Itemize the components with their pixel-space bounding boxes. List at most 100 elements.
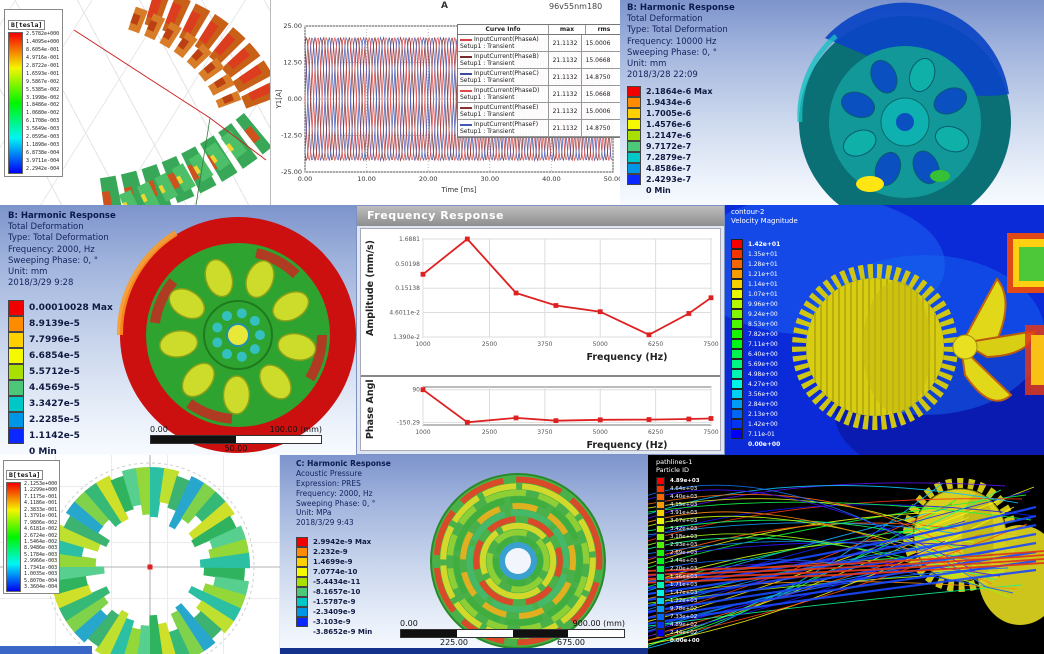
legend-row: -2.3409e-9 [296,607,372,617]
legend-swatch [296,537,308,547]
legend-swatch [731,289,743,299]
legend-label: -2.3409e-9 [313,608,356,616]
panel-transient-currents[interactable]: A 96v55nm180 25.00 12.50 0.00 -12.50 -25.00 0… [270,0,621,205]
legend-row: 7.0774e-10 [296,567,372,577]
legend-row: 9.7172e-7 [627,141,713,152]
legend-row: -3.103e-9 [296,617,372,627]
legend-label: 4.64e+03 [670,486,698,492]
legend-swatch [731,409,743,419]
svg-text:0.50198: 0.50198 [395,261,420,268]
legend-row: 4.89e+03 [656,477,700,485]
field-legend-value: 2.6724e-002 [24,532,58,539]
legend-swatch [296,587,308,597]
header-line: Frequency: 2000, Hz [8,244,95,255]
legend-swatch [656,541,665,549]
field-legend-value: 2.9966e-003 [24,558,58,565]
legend-swatch [656,613,665,621]
contour-title: contour-2 Velocity Magnitude [731,208,798,226]
field-legend-value: 5.8070e-004 [24,577,58,584]
svg-text:3750: 3750 [537,341,552,348]
legend-label: 3.91e+03 [670,510,698,516]
header-line: Expression: PRES [296,478,361,488]
window-titlebar[interactable]: Frequency Response [357,206,724,226]
legend-row: 9.78e+02 [656,605,700,613]
header-line: B: Harmonic Response [627,3,735,13]
legend-swatch [731,389,743,399]
pathlines-name: pathlines-1 [656,458,693,466]
legend-swatch [8,380,24,396]
header-line: Type: Total Deformation [8,233,109,244]
svg-text:-150.29: -150.29 [397,419,420,426]
window-body: 1000 2500 3750 5000 6250 7500 1.6881 0.50198 0.1… [360,228,721,451]
legend-swatch [731,399,743,409]
panel-maxwell-toroid[interactable]: B[tesla] 2.5782e+000 1.4095e+000 8.6054e-00… [0,0,270,205]
legend-swatch [8,428,24,444]
header-line: Type: Total Deformation [627,25,728,36]
header-line: B: Harmonic Response [8,211,116,221]
legend-swatch [296,597,308,607]
pathlines-title: pathlines-1 Particle ID [656,458,692,474]
legend-swatch [731,379,743,389]
panel-cfd-velocity[interactable]: contour-2 Velocity Magnitude 1.42e+01 1.3… [725,205,1044,455]
curve-line-sample [460,55,472,58]
legend-row: -1.5787e-9 [296,597,372,607]
legend-row: 6.6854e-5 [8,348,113,364]
legend-swatch [8,316,24,332]
legend-row: 3.56e+00 [731,389,780,399]
svg-text:40.00: 40.00 [542,175,561,183]
panel-harmonic-2000[interactable]: B: Harmonic Response Total Deformation Typ… [0,205,356,455]
legend-swatch [8,332,24,348]
legend-label: 2.44e+03 [670,558,698,564]
curve-row: InputCurrent(PhaseE) Setup1 : Transient 21… [458,103,621,120]
legend-swatch [656,509,665,517]
legend-label: 0.00e+00 [748,440,781,448]
field-legend-value: 2.5782e+000 [26,31,60,37]
legend-row: -8.1657e-10 [296,587,372,597]
panel-maxwell-stator[interactable]: B[tesla] 2.1253e+000 1.2299e+000 7.1175e-00… [0,455,280,654]
field-colorbar [6,482,21,592]
panel-acoustic-pressure[interactable]: C: Harmonic Response Acoustic Pressure Exp… [280,455,648,654]
field-legend-value: 4.9716e-001 [26,54,60,61]
svg-text:Y1[A]: Y1[A] [275,89,283,109]
legend-label: 0 Min [646,186,671,195]
legend-swatch [731,249,743,259]
panel-pathlines[interactable]: pathlines-1 Particle ID 4.89e+03 4.64e+03… [648,455,1044,654]
legend-row: 1.28e+01 [731,259,780,269]
legend-swatch [731,429,743,439]
legend-label: 1.35e+01 [748,250,778,258]
legend-row: 1.07e+01 [731,289,780,299]
legend-row: 2.20e+03 [656,565,700,573]
header-line: C: Harmonic Response [296,459,391,468]
legend-label: 2.20e+03 [670,566,698,572]
contour-name: contour-2 [731,208,765,216]
legend-row: 7.82e+00 [731,329,780,339]
legend-row: 0 Min [8,444,113,455]
svg-text:50.00: 50.00 [604,175,621,183]
curve-line-sample [460,38,472,41]
legend-label: 3.42e+03 [670,526,698,532]
legend-row: 3.18e+03 [656,533,700,541]
curve-setup: Setup1 : Transient [460,60,515,67]
legend-row: 1.47e+03 [656,589,700,597]
window-bottom-strip [280,648,648,654]
legend-swatch [627,97,641,108]
header-line: Unit: mm [8,267,48,278]
panel-harmonic-10000[interactable]: B: Harmonic Response Total Deformation Typ… [620,0,1044,205]
legend-label: 4.40e+03 [670,494,698,500]
svg-text:20.00: 20.00 [419,175,438,183]
svg-text:1.390e-2: 1.390e-2 [393,334,420,341]
legend-swatch [731,269,743,279]
legend-swatch [731,329,743,339]
header-line: Total Deformation [8,222,84,233]
svg-text:6250: 6250 [648,341,663,348]
legend-swatch [731,299,743,309]
header-line: Unit: MPa [296,508,332,518]
legend-swatch [296,617,308,627]
legend-row: 4.89e+02 [656,621,700,629]
legend-label: 8.9139e-5 [29,319,80,329]
curve-line-sample [460,89,472,92]
field-legend-value: 1.1898e-003 [26,142,60,149]
curve-setup: Setup1 : Transient [460,77,515,84]
panel-frequency-response[interactable]: Frequency Response 1000 2500 3750 5000 6250 7… [356,205,725,455]
field-legend-value: 7.9806e-002 [24,519,58,526]
